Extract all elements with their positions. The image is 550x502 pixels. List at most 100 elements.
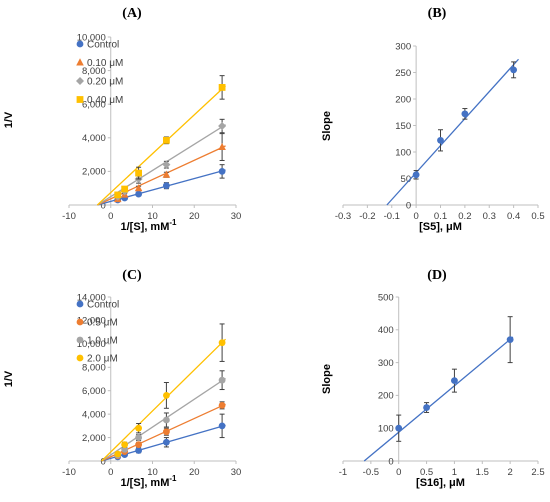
data-series	[363, 316, 514, 462]
y-tick-label: 400	[378, 325, 394, 336]
y-tick-label: 10,000	[77, 32, 106, 43]
legend-label: 0.40 μM	[87, 95, 123, 106]
x-tick-label: 2	[507, 467, 512, 478]
x-tick-label: -0.5	[363, 467, 379, 478]
data-point	[218, 84, 226, 91]
data-point	[218, 142, 226, 151]
data-point	[163, 428, 170, 436]
x-tick-label: 0	[108, 467, 113, 478]
legend-marker	[76, 96, 84, 103]
y-tick-label: 0	[406, 200, 411, 211]
x-tick-label: 10	[147, 467, 158, 478]
data-point	[135, 447, 142, 454]
x-axis-label: 1/[S], mM-1	[120, 218, 177, 233]
x-tick-label: -10	[62, 211, 76, 222]
x-tick-label: -0.1	[384, 211, 400, 222]
y-tick-label: 200	[395, 94, 411, 105]
data-point	[163, 136, 170, 144]
legend-marker	[76, 336, 84, 344]
legend-marker	[76, 318, 84, 326]
y-tick-label: 300	[395, 41, 411, 52]
x-tick-label: 0.4	[507, 211, 520, 222]
y-tick-label: 14,000	[77, 292, 106, 303]
legend-marker	[76, 354, 84, 362]
trend-line	[101, 338, 227, 462]
trend-line	[96, 85, 227, 206]
data-point	[163, 416, 170, 424]
data-point	[121, 445, 129, 453]
data-point	[437, 136, 444, 144]
data-point	[162, 170, 171, 178]
x-axis-label: [S5], μM	[419, 221, 462, 233]
x-axis-label-text: [S16], μM	[416, 477, 465, 489]
data-point	[163, 392, 170, 399]
panel-title: (B)	[428, 6, 447, 21]
x-tick-label: 10	[147, 211, 158, 222]
y-tick-label: 8,000	[82, 363, 106, 374]
legend-label: 0.20 μM	[87, 77, 123, 88]
x-tick-label: -1	[339, 467, 347, 478]
data-point	[461, 110, 469, 118]
data-point	[451, 377, 458, 385]
y-axis-label: 1/V	[3, 370, 15, 387]
x-tick-label: 0.3	[483, 211, 496, 222]
legend-label: 2.0 μM	[87, 354, 118, 365]
x-tick-label: 0.1	[434, 211, 447, 222]
x-tick-label: 0.5	[531, 211, 544, 222]
chart-panel: (C) 0 2,000 4,000 6,000 8,000 10,000 12,000 14,0…	[3, 268, 241, 489]
x-tick-label: -0.3	[335, 211, 351, 222]
x-tick-label: 0	[108, 211, 113, 222]
y-tick-label: 2,000	[82, 433, 106, 444]
data-point	[135, 190, 142, 198]
data-point	[135, 441, 142, 448]
y-tick-label: 150	[395, 121, 411, 132]
data-point	[412, 171, 420, 179]
y-tick-label: 500	[378, 292, 394, 303]
legend-label: Control	[87, 40, 119, 51]
x-tick-label: 0.5	[420, 467, 433, 478]
x-tick-label: 1.5	[476, 467, 489, 478]
x-tick-label: 0.2	[458, 211, 471, 222]
x-tick-label: 0	[413, 211, 418, 222]
y-tick-label: 0	[100, 456, 105, 467]
legend-label: Control	[87, 300, 119, 311]
data-point	[114, 191, 122, 199]
x-tick-label: 30	[231, 211, 242, 222]
x-tick-label: 20	[189, 211, 200, 222]
y-tick-label: 6,000	[82, 100, 106, 111]
y-axis-label: Slope	[321, 111, 333, 141]
data-point	[218, 168, 226, 175]
x-axis-label-superscript: -1	[169, 218, 177, 227]
y-tick-label: 8,000	[82, 66, 106, 77]
data-point	[395, 424, 403, 432]
data-point	[163, 438, 170, 446]
chart-panel: (A) 0 2,000 4,000 6,000 8,000 10,000 -10 0 10 20 30…	[3, 6, 241, 233]
x-tick-label: 20	[189, 467, 200, 478]
data-point	[121, 441, 129, 448]
y-axis-label: 1/V	[3, 111, 15, 128]
data-point	[135, 434, 142, 441]
data-point	[423, 404, 430, 411]
y-tick-label: 0	[100, 200, 105, 211]
x-tick-label: 2.5	[531, 467, 544, 478]
data-point	[163, 182, 170, 190]
x-axis-label-text: 1/[S], mM	[120, 477, 169, 489]
legend-marker	[76, 58, 84, 66]
data-series: 0.40 μM	[76, 75, 227, 206]
x-tick-label: 1	[452, 467, 457, 478]
data-point	[121, 185, 129, 193]
x-axis-label: [S16], μM	[416, 477, 465, 489]
legend-label: 0.10 μM	[87, 58, 123, 69]
x-axis-label-text: [S5], μM	[419, 221, 462, 233]
data-point	[114, 450, 122, 458]
data-point	[135, 424, 142, 432]
data-point	[218, 122, 227, 131]
y-tick-label: 2,000	[82, 167, 106, 178]
y-tick-label: 250	[395, 68, 411, 79]
y-tick-label: 12,000	[77, 316, 106, 327]
y-tick-label: 4,000	[82, 409, 106, 420]
y-tick-label: 100	[395, 147, 411, 158]
panel-title: (D)	[427, 268, 447, 283]
x-axis-label-text: 1/[S], mM	[120, 221, 169, 233]
y-tick-label: 200	[378, 391, 394, 402]
